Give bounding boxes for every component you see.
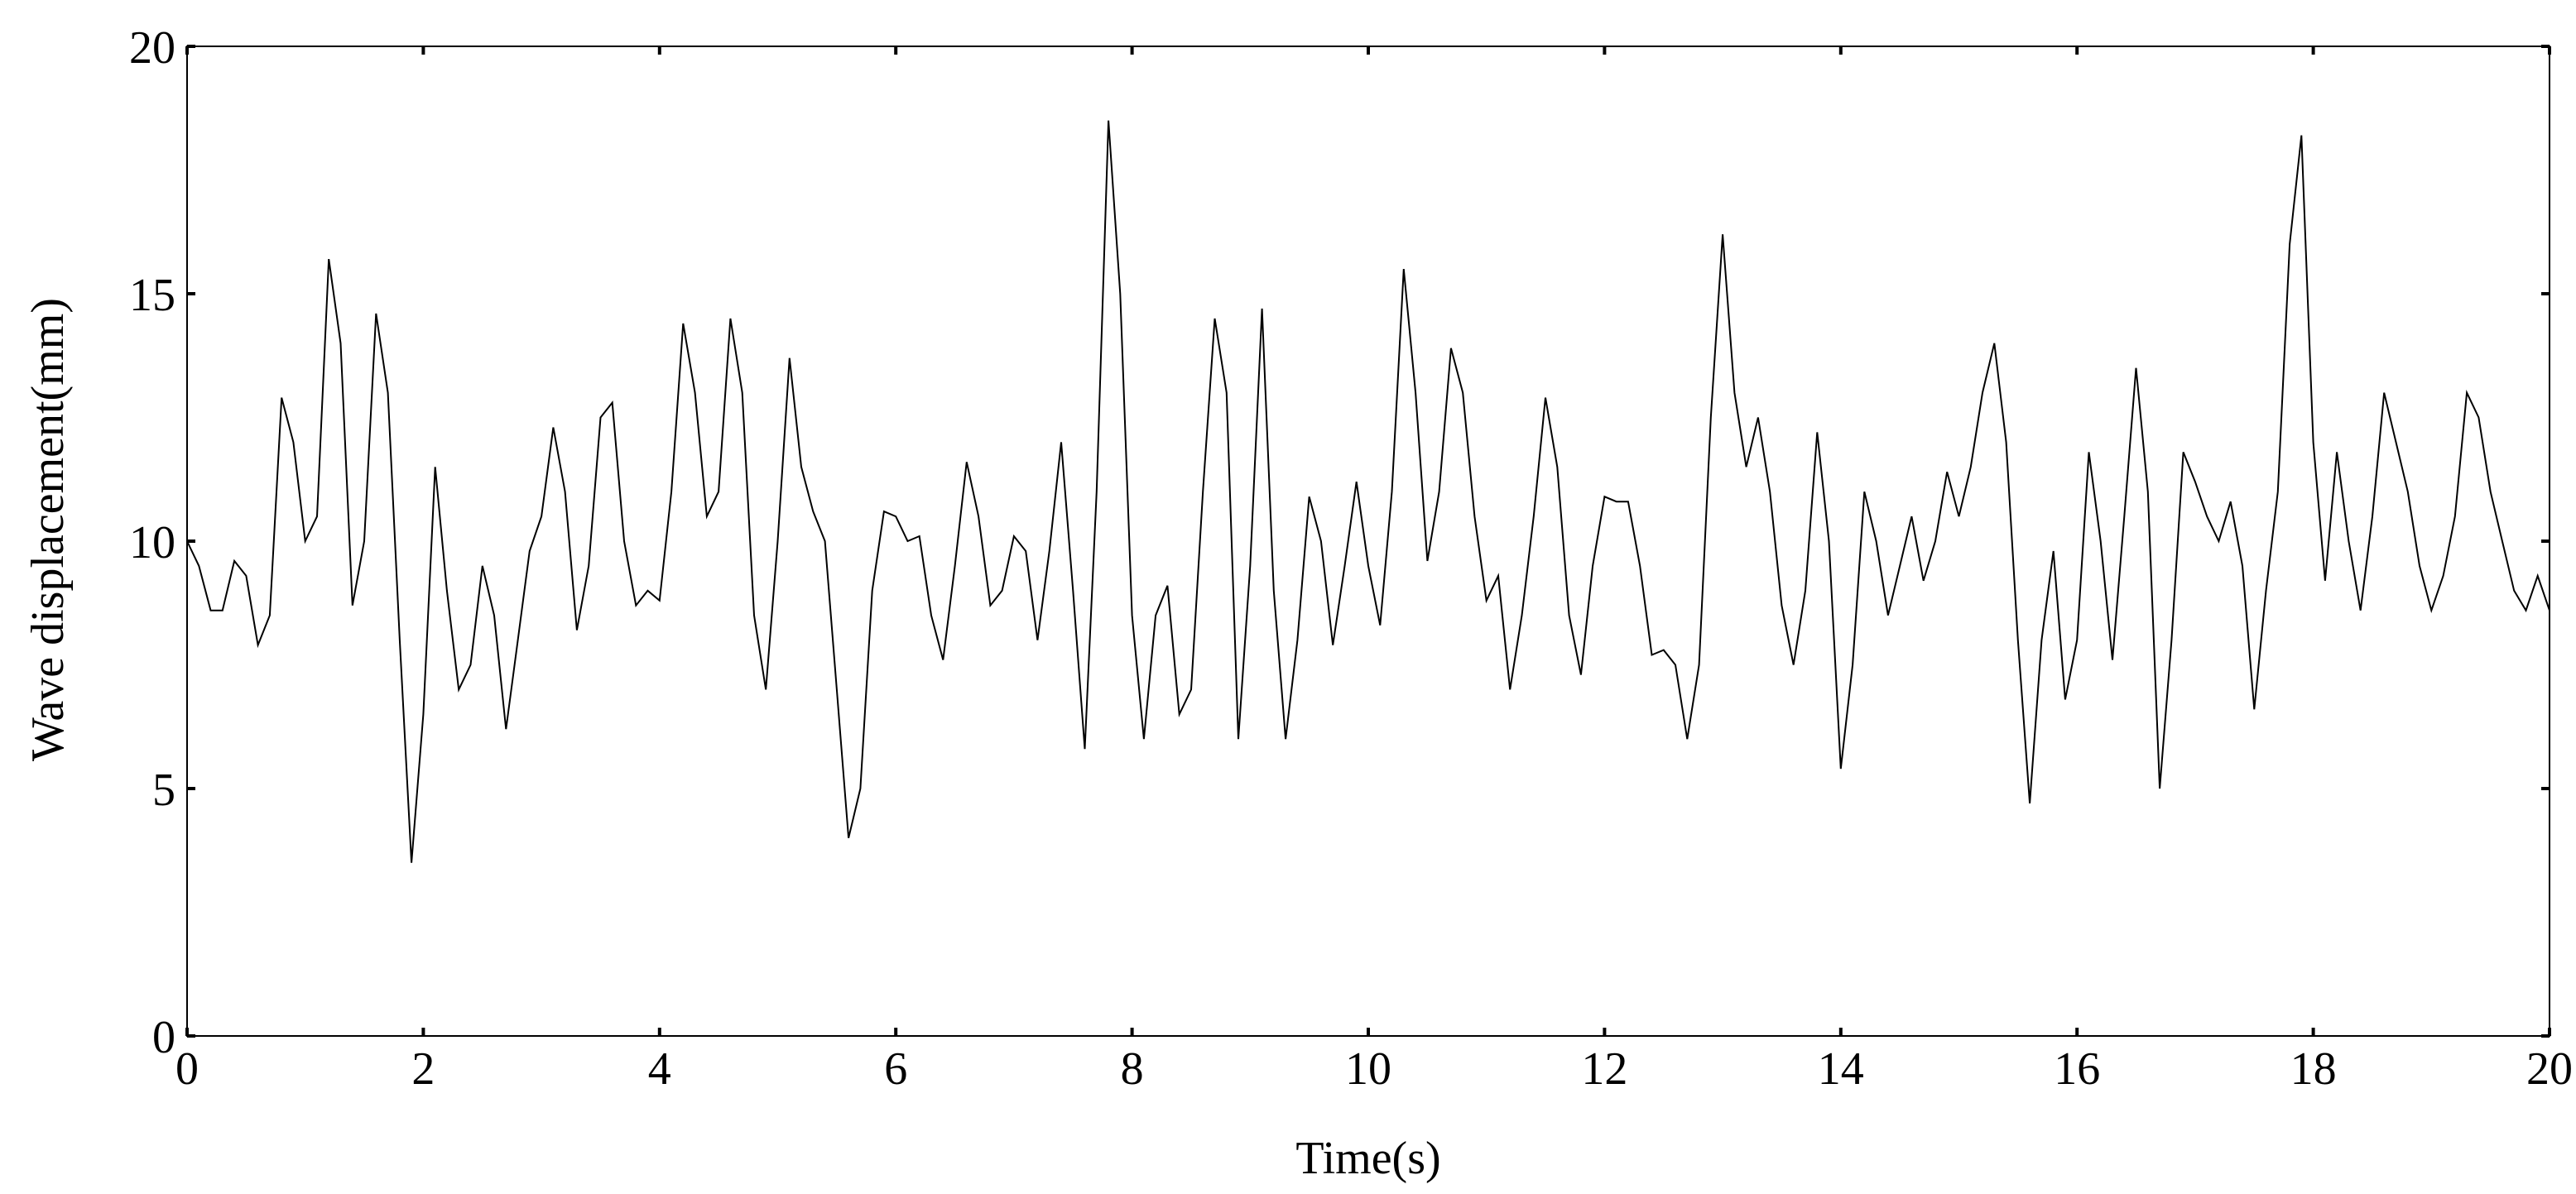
y-tick-label: 20 [129, 22, 175, 74]
x-tick-label: 16 [2054, 1043, 2100, 1095]
x-tick-label: 14 [1818, 1043, 1864, 1095]
x-tick-label: 12 [1581, 1043, 1627, 1095]
wave-line [186, 120, 2550, 863]
y-axis-label: Wave displacement(mm) [22, 298, 74, 761]
x-tick-label: 20 [2526, 1043, 2573, 1095]
x-tick-label: 4 [648, 1043, 671, 1095]
x-tick-label: 18 [2290, 1043, 2337, 1095]
x-tick-label: 2 [411, 1043, 435, 1095]
y-tick-label: 10 [129, 517, 175, 568]
y-tick-label: 15 [129, 270, 175, 321]
y-tick-label: 0 [152, 1012, 175, 1063]
x-tick-label: 10 [1345, 1043, 1391, 1095]
x-axis-label: Time(s) [1295, 1133, 1440, 1184]
x-tick-label: 8 [1121, 1043, 1144, 1095]
x-tick-label: 6 [884, 1043, 907, 1095]
y-tick-label: 5 [152, 765, 175, 816]
x-tick-label: 0 [175, 1043, 199, 1095]
